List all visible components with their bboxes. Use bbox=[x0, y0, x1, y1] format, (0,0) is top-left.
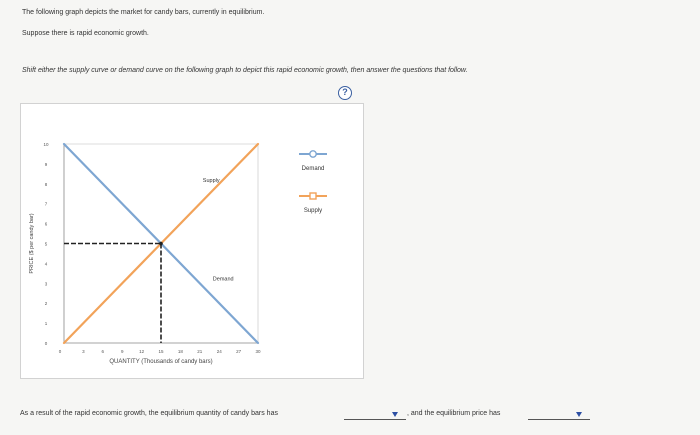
y-tick-label: 2 bbox=[45, 301, 48, 306]
x-tick-label: 9 bbox=[121, 349, 124, 354]
curve-labels: Supply Demand bbox=[203, 178, 234, 282]
graph-panel: PRICE ($ per candy bar) 0 1 2 3 4 5 6 7 8 9 10 0 3 6 9… bbox=[20, 103, 364, 379]
help-icon[interactable]: ? bbox=[338, 86, 352, 100]
demand-curve-label: Demand bbox=[213, 276, 234, 282]
x-tick-label: 21 bbox=[197, 349, 203, 354]
question-instruction: Shift either the supply curve or demand … bbox=[22, 67, 468, 74]
x-tick-label: 27 bbox=[236, 349, 242, 354]
y-tick-label: 7 bbox=[45, 202, 48, 207]
equilibrium-lines bbox=[64, 241, 163, 343]
y-tick-label: 3 bbox=[45, 281, 48, 286]
x-tick-label: 18 bbox=[178, 349, 184, 354]
price-dropdown[interactable] bbox=[528, 407, 590, 420]
x-axis-title: QUANTITY (Thousands of candy bars) bbox=[109, 359, 212, 365]
supply-curve-label: Supply bbox=[203, 178, 220, 184]
y-tick-label: 1 bbox=[45, 321, 48, 326]
dropdown-arrow-icon bbox=[576, 412, 582, 417]
x-tick-label: 24 bbox=[217, 349, 223, 354]
x-tick-label: 15 bbox=[158, 349, 164, 354]
y-tick-label: 4 bbox=[45, 261, 48, 266]
x-tick-label: 12 bbox=[139, 349, 145, 354]
legend: Demand Supply bbox=[299, 150, 327, 214]
y-tick-label: 5 bbox=[45, 242, 48, 247]
y-tick-label: 10 bbox=[43, 142, 49, 147]
y-tick-label: 6 bbox=[45, 222, 48, 227]
y-tick-label: 0 bbox=[45, 341, 48, 346]
y-tick-label: 9 bbox=[45, 162, 48, 167]
equilibrium-point bbox=[159, 241, 163, 246]
x-tick-label: 30 bbox=[255, 349, 261, 354]
x-tick-label: 6 bbox=[102, 349, 105, 354]
square-marker-icon bbox=[309, 192, 317, 200]
answer-sentence-middle: , and the equilibrium price has bbox=[407, 410, 501, 417]
question-scenario: Suppose there is rapid economic growth. bbox=[22, 30, 149, 37]
y-tick-label: 8 bbox=[45, 182, 48, 187]
x-tick-label: 0 bbox=[59, 349, 62, 354]
legend-label: Supply bbox=[304, 208, 322, 214]
quantity-dropdown[interactable] bbox=[344, 407, 406, 420]
circle-marker-icon bbox=[309, 150, 317, 158]
x-tick-label: 3 bbox=[82, 349, 85, 354]
y-axis-title: PRICE ($ per candy bar) bbox=[29, 213, 35, 273]
y-axis-title-group: PRICE ($ per candy bar) bbox=[29, 213, 35, 273]
question-intro: The following graph depicts the market f… bbox=[22, 9, 265, 16]
legend-label: Demand bbox=[302, 166, 325, 172]
dropdown-arrow-icon bbox=[392, 412, 398, 417]
answer-sentence-start: As a result of the rapid economic growth… bbox=[20, 410, 278, 417]
